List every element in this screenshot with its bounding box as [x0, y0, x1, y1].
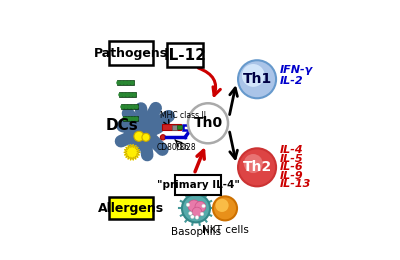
Circle shape — [134, 105, 138, 109]
Bar — [117, 80, 134, 85]
Text: Th1: Th1 — [242, 72, 272, 86]
Circle shape — [244, 154, 263, 173]
Text: DCs: DCs — [106, 118, 139, 133]
Text: NKT cells: NKT cells — [202, 225, 248, 235]
Circle shape — [128, 116, 133, 121]
Text: IL-9: IL-9 — [280, 171, 304, 180]
Circle shape — [120, 105, 125, 109]
Text: IL-2: IL-2 — [280, 76, 304, 86]
Circle shape — [132, 93, 136, 97]
Text: Pathogens: Pathogens — [94, 47, 168, 60]
Bar — [182, 125, 190, 130]
Circle shape — [131, 116, 136, 121]
Circle shape — [130, 81, 134, 85]
Circle shape — [122, 116, 127, 121]
Circle shape — [160, 135, 166, 140]
Circle shape — [134, 131, 144, 141]
Circle shape — [188, 103, 228, 143]
Circle shape — [125, 93, 130, 97]
Circle shape — [213, 196, 237, 220]
Circle shape — [216, 199, 229, 212]
Text: CD28: CD28 — [176, 143, 196, 152]
Circle shape — [122, 93, 126, 97]
Circle shape — [242, 64, 265, 87]
Circle shape — [127, 81, 131, 85]
Circle shape — [188, 200, 200, 212]
Bar — [172, 125, 177, 130]
Circle shape — [200, 212, 204, 216]
Text: Th0: Th0 — [194, 116, 222, 130]
Text: Allergens: Allergens — [98, 202, 164, 215]
Bar — [109, 41, 153, 65]
Bar — [167, 43, 203, 67]
Circle shape — [238, 60, 276, 98]
Circle shape — [142, 133, 150, 141]
Circle shape — [202, 204, 206, 208]
Circle shape — [182, 194, 210, 222]
Circle shape — [116, 81, 121, 85]
Text: Th2: Th2 — [242, 160, 272, 174]
Text: IL-5: IL-5 — [280, 154, 304, 164]
Bar — [109, 197, 153, 219]
Circle shape — [127, 105, 132, 109]
Circle shape — [188, 212, 192, 215]
Circle shape — [129, 93, 133, 97]
Text: CD80/86: CD80/86 — [156, 142, 190, 151]
Bar — [175, 175, 221, 195]
Text: IL-13: IL-13 — [280, 179, 312, 189]
Text: Basophils: Basophils — [171, 227, 221, 237]
Circle shape — [124, 105, 128, 109]
Bar — [119, 92, 136, 97]
Circle shape — [195, 201, 206, 212]
Circle shape — [195, 216, 199, 219]
Circle shape — [125, 116, 130, 121]
Polygon shape — [124, 145, 140, 160]
Text: IL-4: IL-4 — [280, 145, 304, 155]
Text: "primary IL-4": "primary IL-4" — [156, 180, 240, 190]
Circle shape — [120, 81, 124, 85]
Circle shape — [192, 207, 202, 217]
Polygon shape — [124, 112, 164, 150]
Bar — [162, 124, 181, 130]
Text: MHC class II: MHC class II — [160, 111, 206, 120]
Circle shape — [123, 81, 128, 85]
Bar — [121, 104, 138, 109]
Text: IFN-γ: IFN-γ — [280, 65, 313, 75]
Bar — [177, 125, 182, 129]
Circle shape — [186, 203, 190, 207]
Circle shape — [190, 215, 194, 219]
Circle shape — [134, 116, 138, 121]
Circle shape — [131, 105, 135, 109]
Text: IL-12: IL-12 — [164, 48, 206, 63]
Circle shape — [238, 148, 276, 186]
Circle shape — [118, 93, 123, 97]
Text: IL-6: IL-6 — [280, 162, 304, 172]
Bar — [123, 116, 138, 121]
